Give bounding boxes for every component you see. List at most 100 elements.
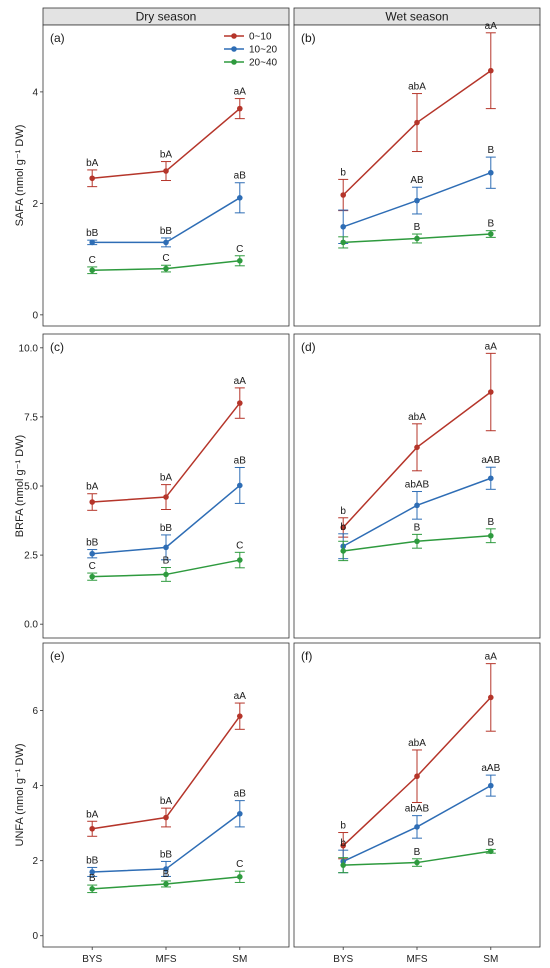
data-point	[340, 192, 347, 198]
data-point	[414, 538, 420, 545]
x-tick-label: MFS	[406, 954, 427, 965]
significance-letter: bA	[86, 809, 99, 820]
data-point	[237, 874, 243, 880]
panel-label: (c)	[50, 340, 64, 354]
series-20-40: BB	[338, 837, 496, 874]
panel-a: (a) 0 2 4 SAFA (nmol g⁻¹ DW) bA bA aA bB bB aB C C C	[14, 24, 290, 327]
significance-letter: b	[340, 167, 346, 178]
data-point	[163, 881, 169, 887]
significance-letter: aA	[485, 21, 498, 32]
significance-letter: abAB	[405, 480, 430, 491]
data-point	[237, 482, 243, 489]
y-tick-label: 2.5	[24, 551, 38, 562]
y-tick-label: 6	[32, 706, 38, 717]
series-0-10: b abA aA	[338, 21, 498, 212]
data-point	[163, 265, 169, 272]
significance-letter: bB	[160, 523, 173, 534]
y-tick-label: 7.5	[24, 412, 38, 423]
data-point	[488, 169, 494, 176]
significance-letter: aAB	[481, 763, 500, 774]
y-axis-title: SAFA (nmol g⁻¹ DW)	[14, 125, 26, 227]
y-tick-label: 4	[32, 781, 38, 792]
data-point	[488, 389, 494, 395]
legend-marker	[231, 33, 237, 39]
significance-letter: abA	[408, 738, 426, 749]
legend-marker	[231, 46, 237, 52]
data-point	[488, 694, 494, 701]
panel-frame	[293, 24, 541, 327]
y-tick-label: 10.0	[19, 343, 39, 354]
significance-letter: B	[414, 522, 421, 533]
significance-letter: C	[89, 255, 96, 266]
significance-letter: abA	[408, 82, 426, 93]
y-tick-label: 0	[32, 310, 38, 321]
x-tick-label: SM	[232, 954, 247, 965]
data-point	[488, 848, 494, 855]
significance-letter: bA	[86, 482, 99, 493]
significance-letter: bB	[160, 226, 173, 237]
data-point	[340, 524, 347, 531]
significance-letter: b	[340, 821, 346, 832]
series-20-40: C C C	[87, 244, 245, 275]
data-point	[89, 267, 95, 274]
data-point	[488, 475, 494, 482]
data-point	[414, 824, 420, 830]
significance-letter: B	[487, 145, 494, 156]
series-20-40: BB	[338, 517, 496, 562]
data-point	[414, 119, 420, 126]
series-10-20: bB bB aB	[86, 171, 247, 248]
y-tick-label: 4	[32, 87, 38, 98]
panel-label: (e)	[50, 649, 65, 663]
data-point	[237, 194, 243, 201]
data-point	[340, 862, 347, 868]
data-point	[89, 573, 95, 580]
data-point	[163, 239, 169, 246]
significance-letter: C	[236, 540, 243, 551]
data-point	[488, 231, 494, 237]
data-point	[163, 168, 169, 174]
panel-label: (b)	[301, 31, 316, 45]
significance-letter: bB	[160, 849, 173, 860]
data-point	[89, 825, 95, 832]
significance-letter: C	[89, 561, 96, 572]
data-point	[89, 499, 95, 505]
x-tick-label: SM	[483, 954, 498, 965]
data-point	[340, 548, 347, 554]
panel-label: (d)	[301, 340, 316, 354]
data-point	[414, 502, 420, 509]
y-tick-label: 0	[32, 931, 38, 942]
significance-letter: B	[414, 222, 421, 233]
data-point	[488, 67, 494, 74]
significance-letter: aB	[234, 789, 247, 800]
significance-letter: aA	[485, 341, 498, 352]
legend-label: 10~20	[249, 45, 278, 56]
data-point	[163, 814, 169, 821]
panel-frame	[42, 642, 290, 948]
significance-letter: C	[162, 253, 169, 264]
significance-letter: bA	[160, 473, 173, 484]
data-point	[414, 859, 420, 866]
significance-letter: bA	[160, 150, 173, 161]
data-point	[237, 400, 243, 406]
significance-letter: abA	[408, 412, 426, 423]
significance-letter: aB	[234, 171, 247, 182]
significance-letter: bA	[86, 158, 99, 169]
significance-letter: B	[487, 219, 494, 230]
data-point	[340, 842, 347, 849]
data-point	[414, 197, 420, 204]
legend-marker	[231, 59, 237, 65]
data-point	[89, 175, 95, 182]
data-point	[163, 494, 169, 500]
significance-letter: aAB	[481, 455, 500, 466]
panel-frame	[293, 333, 541, 639]
significance-letter: aA	[234, 691, 247, 702]
series-0-10: bA bA aA	[86, 691, 247, 837]
data-point	[414, 235, 420, 242]
significance-letter: bB	[86, 228, 99, 239]
significance-letter: aA	[485, 652, 498, 663]
